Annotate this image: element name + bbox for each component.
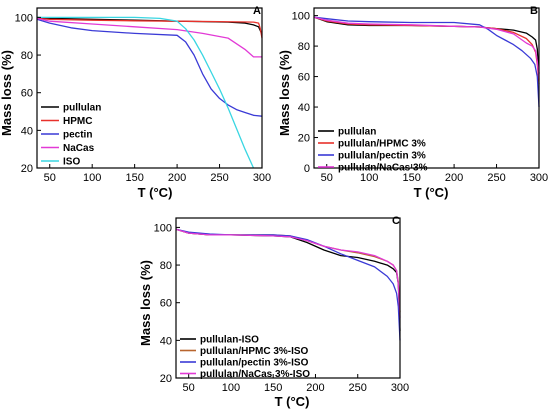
panel-b-ytick-label-2: 40 [298, 102, 310, 114]
panel-c-ylabel: Mass loss (%) [138, 260, 153, 346]
panel-a-ytick-label-1: 40 [21, 125, 33, 137]
panel-a-legend-label-3: NaCas [63, 143, 95, 154]
panel-c-legend-label-1: pullulan/HPMC 3%-ISO [200, 346, 309, 357]
panel-c-ytick-label-3: 80 [160, 260, 172, 272]
panel-b-xtick-label-2: 150 [402, 172, 420, 184]
panel-a-ytick-label-3: 80 [21, 50, 33, 62]
panel-c-xtick-label-2: 150 [264, 382, 282, 394]
panel-b-xtick-label-1: 100 [360, 172, 378, 184]
panel-a-series-2 [36, 18, 263, 117]
panel-b-xtick-label-4: 250 [487, 172, 505, 184]
panel-b-frame [313, 7, 540, 169]
panel-a-ytick-label-4: 100 [15, 12, 33, 24]
panel-c-ytick-label-4: 100 [154, 222, 172, 234]
panel-b-xtick-label-0: 50 [321, 172, 333, 184]
panel-b-ytick-label-1: 20 [298, 133, 310, 145]
panel-b-series-2 [313, 16, 540, 108]
panel-b-label: B [530, 5, 538, 17]
panel-a-xtick-label-1: 100 [83, 172, 101, 184]
panel-a-xtick-label-4: 250 [210, 172, 228, 184]
panel-b-legend-label-1: pullulan/HPMC 3% [338, 139, 426, 150]
panel-a-series-4 [37, 16, 255, 169]
panel-a-series-3 [36, 17, 262, 58]
panel-c-series-3 [175, 228, 401, 318]
panel-c-label: C [392, 215, 400, 227]
panel-b-legend-label-0: pullulan [338, 127, 376, 138]
panel-c-frame [175, 217, 401, 379]
panel-b-ytick-label-0: 0 [304, 163, 310, 175]
panel-c-series-2 [175, 228, 401, 341]
panel-c-xlabel: T (°C) [275, 394, 310, 409]
panel-b-ytick-label-5: 100 [292, 11, 310, 23]
panel-c-ytick-label-0: 20 [160, 373, 172, 385]
panel-b-xtick-label-3: 200 [445, 172, 463, 184]
panel-a-series-1 [36, 17, 263, 39]
panel-b-xtick-label-5: 300 [530, 172, 548, 184]
panel-b-ytick-label-3: 60 [298, 72, 310, 84]
panel-b-legend-label-3: pullulan/NaCas 3% [338, 163, 428, 174]
panel-a-legend-label-4: ISO [63, 157, 80, 168]
panel-a-xtick-label-2: 150 [125, 172, 143, 184]
panel-a-frame [36, 7, 263, 169]
panel-a-xtick-label-5: 300 [253, 172, 271, 184]
panel-b: B T (°C) Mass loss (%) 50 100 150 200 250 300… [277, 5, 548, 200]
panel-c-series-0 [175, 228, 401, 331]
panel-c-xtick-label-3: 200 [306, 382, 324, 394]
panel-a-legend-label-2: pectin [63, 130, 92, 141]
panel-c: C T (°C) Mass loss (%) 50 100 150 200 250 300… [138, 215, 409, 409]
panel-a-ytick-label-0: 20 [21, 163, 33, 175]
panel-a-ylabel: Mass loss (%) [0, 50, 14, 136]
panel-c-series-1 [175, 228, 401, 313]
panel-c-legend-label-0: pullulan-ISO [200, 335, 259, 346]
panel-c-xtick-label-0: 50 [183, 382, 195, 394]
panel-c-legend-label-2: pullulan/pectin 3%-ISO [200, 358, 309, 369]
panel-b-series-1 [313, 16, 540, 85]
panel-a: A T (°C) Mass loss (%) 50 100 150 200 250 300… [0, 5, 271, 200]
panel-b-legend-label-2: pullulan/pectin 3% [338, 151, 426, 162]
panel-b-ytick-label-4: 80 [298, 41, 310, 53]
panel-a-legend-label-1: HPMC [63, 116, 92, 127]
panel-a-xtick-label-3: 200 [168, 172, 186, 184]
panel-c-xtick-label-1: 100 [222, 382, 240, 394]
panel-c-xtick-label-5: 300 [391, 382, 409, 394]
panel-b-xlabel: T (°C) [414, 185, 449, 200]
panel-c-ytick-label-1: 40 [160, 335, 172, 347]
panel-a-xlabel: T (°C) [138, 185, 173, 200]
panel-b-series-3 [313, 16, 540, 80]
panel-a-ytick-label-2: 60 [21, 88, 33, 100]
panel-a-label: A [253, 5, 261, 17]
panel-b-ylabel: Mass loss (%) [277, 50, 292, 136]
panel-c-ytick-label-2: 60 [160, 298, 172, 310]
panel-c-xtick-label-4: 250 [349, 382, 367, 394]
panel-a-xtick-label-0: 50 [44, 172, 56, 184]
panel-a-legend-label-0: pullulan [63, 103, 101, 114]
panel-c-legend-label-3: pullulan/NaCas 3%-ISO [200, 369, 310, 380]
